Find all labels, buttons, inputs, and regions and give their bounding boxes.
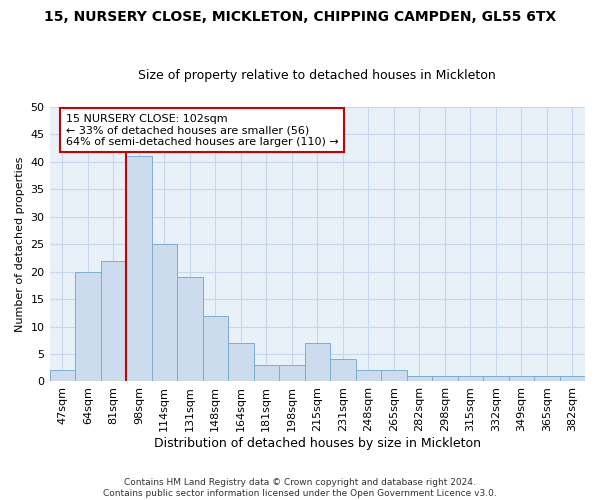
Bar: [305, 343, 330, 382]
Bar: [381, 370, 407, 382]
Bar: [228, 343, 254, 382]
Text: 15 NURSERY CLOSE: 102sqm
← 33% of detached houses are smaller (56)
64% of semi-d: 15 NURSERY CLOSE: 102sqm ← 33% of detach…: [65, 114, 338, 147]
Text: Contains HM Land Registry data © Crown copyright and database right 2024.
Contai: Contains HM Land Registry data © Crown c…: [103, 478, 497, 498]
Bar: [152, 244, 177, 382]
Title: Size of property relative to detached houses in Mickleton: Size of property relative to detached ho…: [139, 69, 496, 82]
Bar: [177, 277, 203, 382]
Bar: [203, 316, 228, 382]
Bar: [534, 376, 560, 382]
Bar: [483, 376, 509, 382]
Bar: [75, 272, 101, 382]
Bar: [560, 376, 585, 382]
Bar: [126, 156, 152, 382]
Bar: [330, 360, 356, 382]
Y-axis label: Number of detached properties: Number of detached properties: [15, 156, 25, 332]
Bar: [407, 376, 432, 382]
Bar: [458, 376, 483, 382]
Bar: [279, 365, 305, 382]
Text: 15, NURSERY CLOSE, MICKLETON, CHIPPING CAMPDEN, GL55 6TX: 15, NURSERY CLOSE, MICKLETON, CHIPPING C…: [44, 10, 556, 24]
X-axis label: Distribution of detached houses by size in Mickleton: Distribution of detached houses by size …: [154, 437, 481, 450]
Bar: [509, 376, 534, 382]
Bar: [50, 370, 75, 382]
Bar: [254, 365, 279, 382]
Bar: [356, 370, 381, 382]
Bar: [101, 260, 126, 382]
Bar: [432, 376, 458, 382]
